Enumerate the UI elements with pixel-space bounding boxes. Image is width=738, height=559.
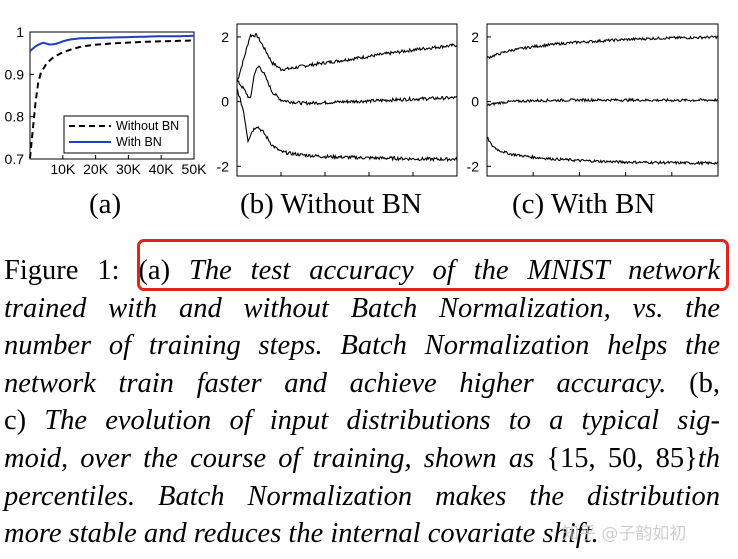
y-tick-label: 2 xyxy=(221,29,229,45)
caption-text-5a: c) xyxy=(4,405,45,437)
y-tick-label: 0 xyxy=(471,94,479,110)
panel-c-label: (c) With BN xyxy=(512,188,656,220)
series-line xyxy=(486,136,719,166)
series-line xyxy=(236,65,458,106)
y-tick-label: 0.9 xyxy=(5,66,25,82)
x-tick-label: 40K xyxy=(149,161,175,177)
caption-line-4: network train faster and achieve higher … xyxy=(4,365,720,403)
legend-box xyxy=(63,115,189,154)
caption-line-7: percentiles. Batch Normalization makes t… xyxy=(4,480,720,512)
caption-line-6: moid, over the course of training, shown… xyxy=(4,440,720,478)
y-tick-label: 1 xyxy=(16,24,24,40)
plot-frame xyxy=(486,23,719,177)
series-line xyxy=(29,34,195,52)
panel-c: 2 0 -2 xyxy=(465,22,725,182)
series-line xyxy=(236,87,458,163)
caption-text-4b: (b, xyxy=(666,367,720,399)
caption-line-2: trained with and without Batch Normaliza… xyxy=(4,292,720,324)
y-tick-label: 2 xyxy=(471,29,479,45)
series-line xyxy=(29,39,194,159)
caption-line-8: more stable and reduces the internal cov… xyxy=(4,518,599,550)
chart-b: 2 0 -2 xyxy=(217,23,458,177)
chart-c: 2 0 -2 xyxy=(467,23,719,177)
caption-text-1: The test accuracy of the MNIST network xyxy=(189,255,720,286)
caption-text-4: network train faster and achieve higher … xyxy=(4,367,667,399)
y-tick-label: -2 xyxy=(217,158,230,174)
plot-frame xyxy=(29,31,195,160)
y-tick-label: 0.7 xyxy=(5,151,25,167)
panel-a: 0.7 0.8 0.9 1 10K 20K 30K 40K 50K Without BN With … xyxy=(0,22,215,182)
plot-frame xyxy=(236,23,458,177)
y-tick-label: 0.8 xyxy=(5,109,25,125)
panel-a-label: (a) xyxy=(89,188,122,220)
series-line xyxy=(486,35,719,60)
caption-figure-label: Figure 1: (a) xyxy=(4,255,189,286)
figure-caption: Figure 1: (a) The test accuracy of the M… xyxy=(4,252,720,553)
highlight-annotation-box xyxy=(137,239,729,291)
panel-b-label: (b) Without BN xyxy=(240,188,422,220)
x-tick-label: 50K xyxy=(182,161,208,177)
caption-text-6c: th xyxy=(697,442,721,474)
x-tick-label: 20K xyxy=(83,161,109,177)
series-line xyxy=(486,97,719,107)
caption-text-6a: moid, over the course of training, shown… xyxy=(4,442,547,474)
y-tick-label: -2 xyxy=(467,158,480,174)
x-tick-label: 30K xyxy=(116,161,142,177)
chart-a: 0.7 0.8 0.9 1 10K 20K 30K 40K 50K Without BN With … xyxy=(5,24,208,177)
legend-label: With BN xyxy=(116,135,162,149)
y-tick-label: 0 xyxy=(221,94,229,110)
panel-b: 2 0 -2 xyxy=(215,22,465,182)
watermark: 知乎 @子韵如初 xyxy=(562,524,687,544)
caption-line-3: number of training steps. Batch Normaliz… xyxy=(4,330,720,362)
series-line xyxy=(236,33,458,83)
x-tick-label: 10K xyxy=(50,161,76,177)
caption-text-5b: The evolution of input distributions to … xyxy=(44,405,720,437)
caption-line-1: Figure 1: (a) The test accuracy of the M… xyxy=(4,252,720,290)
caption-line-5: c) The evolution of input distributions … xyxy=(4,402,720,440)
legend-label: Without BN xyxy=(116,119,179,133)
caption-percentile-set: {15, 50, 85} xyxy=(546,442,698,474)
